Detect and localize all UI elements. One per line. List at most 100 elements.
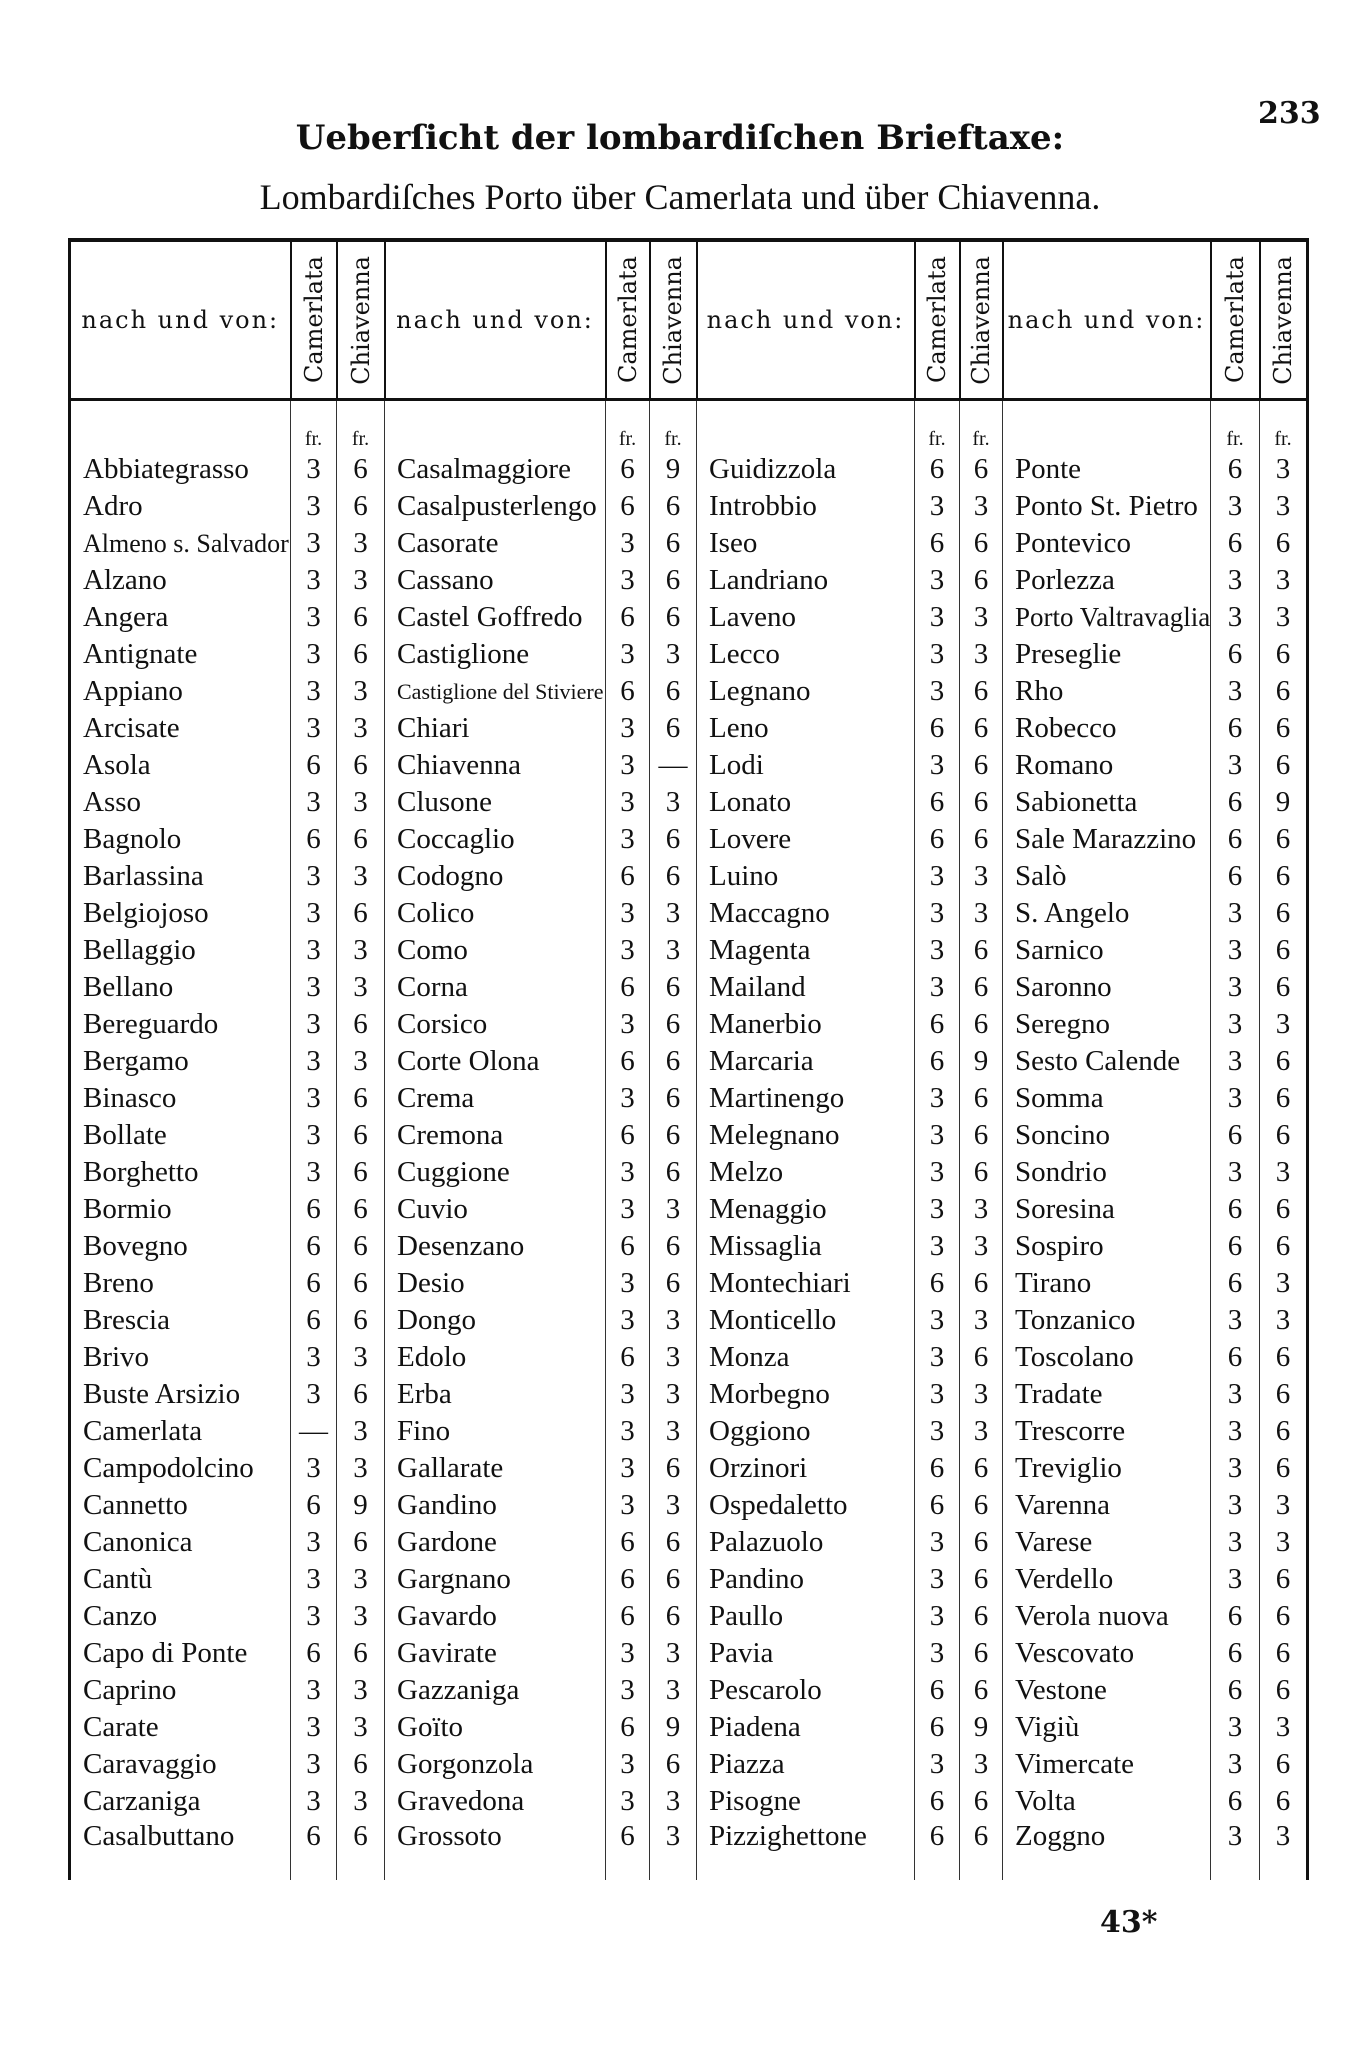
- camerlata-rate: 3: [1210, 599, 1260, 636]
- chiavenna-rate: 6: [959, 1006, 1003, 1043]
- chiavenna-rate: 6: [1259, 1080, 1308, 1117]
- camerlata-rate: 6: [1210, 1339, 1260, 1376]
- camerlata-rate: 3: [914, 747, 960, 784]
- camerlata-rate: 3: [605, 1746, 650, 1783]
- chiavenna-rate: 6: [649, 710, 697, 747]
- camerlata-rate: 3: [605, 525, 650, 562]
- camerlata-rate: 3: [914, 1635, 960, 1672]
- place-name: Porto Valtravaglia: [1002, 599, 1211, 636]
- camerlata-rate: 6: [1210, 1265, 1260, 1302]
- unit-label: fr.: [336, 399, 385, 451]
- header-label: Camerlata: [299, 256, 328, 384]
- place-name: Bellaggio: [69, 932, 291, 969]
- chiavenna-rate: 3: [649, 895, 697, 932]
- chiavenna-rate: 3: [649, 932, 697, 969]
- place-name: Asso: [69, 784, 291, 821]
- camerlata-rate: 6: [914, 821, 960, 858]
- place-name: Paullo: [696, 1598, 915, 1635]
- place-name: Corte Olona: [384, 1043, 606, 1080]
- camerlata-rate: 6: [290, 1487, 337, 1524]
- place-name: Capo di Ponte: [69, 1635, 291, 1672]
- camerlata-rate: 3: [605, 1487, 650, 1524]
- chiavenna-rate: 6: [336, 747, 385, 784]
- place-name: Castiglione: [384, 636, 606, 673]
- camerlata-rate: 3: [290, 1080, 337, 1117]
- place-name: Pizzighettone: [696, 1820, 915, 1880]
- chiavenna-rate: 3: [649, 1339, 697, 1376]
- camerlata-rate: 6: [914, 1450, 960, 1487]
- header-chiavenna: Chiavenna: [336, 240, 386, 401]
- unit-label: fr.: [290, 399, 337, 451]
- place-name: Lovere: [696, 821, 915, 858]
- place-name: Colico: [384, 895, 606, 932]
- place-name: Seregno: [1002, 1006, 1211, 1043]
- header-label: Chiavenna: [967, 255, 995, 385]
- camerlata-rate: 3: [290, 1561, 337, 1598]
- header-label: Camerlata: [613, 256, 642, 384]
- chiavenna-rate: 6: [336, 895, 385, 932]
- place-name: Morbegno: [696, 1376, 915, 1413]
- place-name: Cuggione: [384, 1154, 606, 1191]
- chiavenna-rate: 3: [336, 1598, 385, 1635]
- chiavenna-rate: 3: [1259, 451, 1308, 488]
- camerlata-rate: 3: [290, 636, 337, 673]
- camerlata-rate: 6: [290, 1820, 337, 1880]
- camerlata-rate: 3: [605, 784, 650, 821]
- chiavenna-rate: 3: [1259, 488, 1308, 525]
- place-name: Vigiù: [1002, 1709, 1211, 1746]
- camerlata-rate: 3: [914, 599, 960, 636]
- chiavenna-rate: 9: [959, 1043, 1003, 1080]
- place-name: Castel Goffredo: [384, 599, 606, 636]
- camerlata-rate: 6: [1210, 1635, 1260, 1672]
- chiavenna-rate: 6: [649, 969, 697, 1006]
- camerlata-rate: 6: [605, 1117, 650, 1154]
- place-name: Melegnano: [696, 1117, 915, 1154]
- camerlata-rate: 3: [290, 784, 337, 821]
- chiavenna-rate: 6: [336, 599, 385, 636]
- chiavenna-rate: 6: [1259, 969, 1308, 1006]
- place-name: Appiano: [69, 673, 291, 710]
- table-row: Barlassina 3 3 Codogno 6 6 Luino 3 3 Salò 6 6: [69, 858, 1308, 895]
- place-name: Gavardo: [384, 1598, 606, 1635]
- table-row: Buste Arsizio 3 6 Erba 3 3 Morbegno 3 3 Tradate 3 6: [69, 1376, 1308, 1413]
- camerlata-rate: 3: [605, 1413, 650, 1450]
- place-name: Canzo: [69, 1598, 291, 1635]
- camerlata-rate: 3: [1210, 1154, 1260, 1191]
- camerlata-rate: 3: [605, 710, 650, 747]
- chiavenna-rate: 6: [959, 1635, 1003, 1672]
- place-name: Casalbuttano: [69, 1820, 291, 1880]
- place-name: Caprino: [69, 1672, 291, 1709]
- camerlata-rate: 3: [290, 858, 337, 895]
- chiavenna-rate: 6: [1259, 1783, 1308, 1820]
- place-name: Sale Marazzino: [1002, 821, 1211, 858]
- chiavenna-rate: 3: [336, 1561, 385, 1598]
- chiavenna-rate: 6: [959, 1450, 1003, 1487]
- place-name: Marcaria: [696, 1043, 915, 1080]
- chiavenna-rate: 6: [1259, 932, 1308, 969]
- chiavenna-rate: 3: [959, 895, 1003, 932]
- place-name: Pavia: [696, 1635, 915, 1672]
- chiavenna-rate: 6: [1259, 1043, 1308, 1080]
- header-label: Chiavenna: [1269, 255, 1298, 385]
- chiavenna-rate: 6: [959, 1820, 1003, 1880]
- camerlata-rate: 3: [914, 673, 960, 710]
- camerlata-rate: 6: [605, 858, 650, 895]
- place-name: Gorgonzola: [384, 1746, 606, 1783]
- place-name: Breno: [69, 1265, 291, 1302]
- camerlata-rate: 3: [914, 1154, 960, 1191]
- place-name: Angera: [69, 599, 291, 636]
- camerlata-rate: 3: [1210, 1302, 1260, 1339]
- chiavenna-rate: 6: [1259, 1376, 1308, 1413]
- place-name: Brescia: [69, 1302, 291, 1339]
- place-name: Mailand: [696, 969, 915, 1006]
- header-camerlata: Camerlata: [290, 240, 338, 401]
- chiavenna-rate: 3: [1259, 1524, 1308, 1561]
- camerlata-rate: 3: [605, 821, 650, 858]
- chiavenna-rate: 6: [959, 451, 1003, 488]
- place-name: Bereguardo: [69, 1006, 291, 1043]
- chiavenna-rate: 6: [649, 821, 697, 858]
- camerlata-rate: 3: [290, 710, 337, 747]
- place-name: Cuvio: [384, 1191, 606, 1228]
- place-name: Gandino: [384, 1487, 606, 1524]
- camerlata-rate: 3: [290, 599, 337, 636]
